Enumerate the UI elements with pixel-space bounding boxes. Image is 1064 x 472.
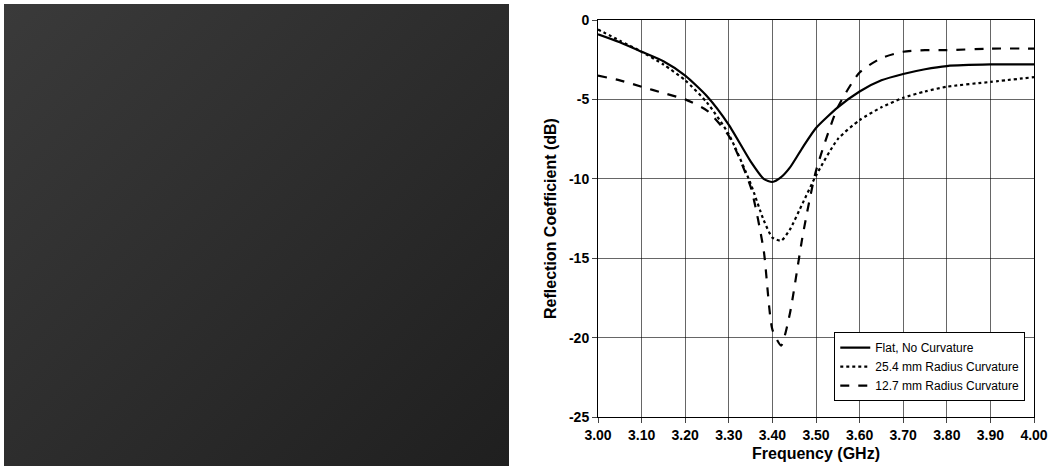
svg-text:-25: -25	[569, 409, 589, 425]
svg-text:Reflection Coefficient (dB): Reflection Coefficient (dB)	[542, 118, 559, 319]
svg-text:25.4 mm Radius Curvature: 25.4 mm Radius Curvature	[875, 360, 1019, 374]
svg-text:3.50: 3.50	[802, 427, 829, 443]
svg-text:Flat, No Curvature: Flat, No Curvature	[875, 341, 973, 355]
svg-text:3.10: 3.10	[628, 427, 655, 443]
svg-text:3.20: 3.20	[672, 427, 699, 443]
svg-text:-5: -5	[577, 91, 590, 107]
svg-text:3.70: 3.70	[890, 427, 917, 443]
svg-text:-10: -10	[569, 171, 589, 187]
svg-text:3.80: 3.80	[933, 427, 960, 443]
svg-text:12.7 mm Radius Curvature: 12.7 mm Radius Curvature	[875, 379, 1019, 393]
svg-text:3.00: 3.00	[584, 427, 611, 443]
svg-text:3.40: 3.40	[759, 427, 786, 443]
svg-text:-20: -20	[569, 330, 589, 346]
svg-text:4.00: 4.00	[1020, 427, 1047, 443]
svg-text:0: 0	[581, 12, 589, 28]
svg-text:3.60: 3.60	[846, 427, 873, 443]
svg-text:-15: -15	[569, 250, 589, 266]
svg-text:3.30: 3.30	[715, 427, 742, 443]
svg-text:3.90: 3.90	[977, 427, 1004, 443]
svg-text:Frequency (GHz): Frequency (GHz)	[752, 445, 880, 462]
